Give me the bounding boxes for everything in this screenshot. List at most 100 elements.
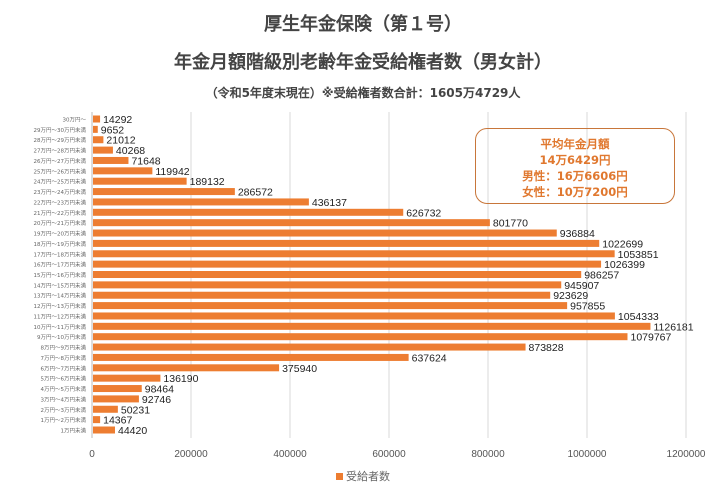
bar xyxy=(93,302,568,310)
data-label: 1054333 xyxy=(618,311,659,323)
legend: 受給者数 xyxy=(0,468,726,484)
data-label: 936884 xyxy=(560,228,595,240)
annotation-line: 平均年金月額 xyxy=(540,137,610,151)
data-label: 21012 xyxy=(106,135,135,147)
data-label: 14292 xyxy=(103,114,132,126)
bar xyxy=(93,156,129,164)
y-tick-label: 30万円～ xyxy=(63,117,87,124)
y-tick-label: 14万円～15万円未満 xyxy=(34,281,87,289)
x-tick-label: 400000 xyxy=(273,449,307,460)
data-label: 40268 xyxy=(116,145,145,157)
x-tick-label: 1200000 xyxy=(667,449,706,460)
legend-label: 受給者数 xyxy=(346,470,390,483)
data-label: 9652 xyxy=(101,124,125,136)
y-tick-label: 13万円～14万円未満 xyxy=(34,292,87,300)
x-tick-label: 200000 xyxy=(174,449,208,460)
bar xyxy=(93,177,187,185)
y-tick-label: 20万円～21万円未満 xyxy=(34,219,87,227)
x-tick-label: 0 xyxy=(89,449,95,460)
bar xyxy=(93,385,142,393)
y-tick-label: 1万円～2万円未満 xyxy=(41,416,87,424)
bar xyxy=(93,188,235,196)
y-tick-label: 8万円～9万円未満 xyxy=(41,344,87,352)
y-tick-label: 4万円～5万円未満 xyxy=(41,385,87,393)
y-tick-label: 11万円～12万円未満 xyxy=(34,312,87,320)
bar xyxy=(93,405,118,413)
y-tick-label: 24万円～25万円未満 xyxy=(34,178,87,186)
data-label: 136190 xyxy=(163,373,198,385)
data-label: 986257 xyxy=(584,270,619,282)
data-label: 50231 xyxy=(121,404,150,416)
legend-swatch xyxy=(336,473,343,480)
data-label: 801770 xyxy=(493,218,528,230)
bar xyxy=(93,281,562,289)
y-tick-label: 16万円～17万円未満 xyxy=(34,261,87,269)
y-tick-label: 28万円～29万円未満 xyxy=(34,136,87,144)
data-label: 1053851 xyxy=(618,249,659,261)
y-tick-label: 10万円～11万円未満 xyxy=(34,323,87,331)
data-label: 957855 xyxy=(570,301,605,313)
bar xyxy=(93,364,280,372)
x-tick-label: 800000 xyxy=(471,449,505,460)
data-label: 92746 xyxy=(142,394,171,406)
data-label: 1022699 xyxy=(602,238,643,250)
data-label: 1026399 xyxy=(604,259,645,271)
bar xyxy=(93,146,113,154)
y-tick-label: 25万円～26万円未満 xyxy=(34,167,87,175)
chart-subtitle-total: （令和5年度末現在）※受給権者数合計：1605万4729人 xyxy=(205,86,521,100)
data-label: 626732 xyxy=(406,207,441,219)
bar xyxy=(93,322,651,330)
bar xyxy=(93,229,557,237)
annotation-line: 14万6429円 xyxy=(539,153,611,167)
y-tick-label: 23万円～24万円未満 xyxy=(34,188,87,196)
bar xyxy=(93,271,582,278)
y-tick-label: 3万円～4万円未満 xyxy=(41,395,87,403)
bar xyxy=(93,343,526,351)
bar xyxy=(93,208,404,216)
y-tick-label: 17万円～18万円未満 xyxy=(34,250,87,258)
annotation-line: 男性：16万6606円 xyxy=(522,169,628,183)
data-label: 436137 xyxy=(312,197,347,209)
bar xyxy=(93,353,409,361)
bar xyxy=(93,426,115,434)
bar xyxy=(93,250,615,258)
y-tick-label: 6万円～7万円未満 xyxy=(41,364,87,372)
data-label: 873828 xyxy=(529,342,564,354)
bar xyxy=(93,219,490,227)
data-label: 286572 xyxy=(238,187,273,199)
y-tick-label: 26万円～27万円未満 xyxy=(34,157,87,165)
data-label: 375940 xyxy=(282,363,317,375)
bar xyxy=(93,115,101,123)
y-tick-label: 7万円～8万円未満 xyxy=(41,354,87,362)
bar xyxy=(93,167,153,175)
bar xyxy=(93,374,161,382)
y-tick-label: 29万円～30万円未満 xyxy=(34,126,87,134)
y-tick-label: 18万円～19万円未満 xyxy=(34,240,87,248)
data-label: 14367 xyxy=(103,415,132,427)
x-tick-label: 1000000 xyxy=(568,449,607,460)
data-label: 71648 xyxy=(131,155,160,167)
data-label: 945907 xyxy=(564,280,599,292)
bar xyxy=(93,239,600,247)
y-tick-label: 2万円～3万円未満 xyxy=(41,406,87,414)
bar xyxy=(93,260,602,268)
y-tick-label: 21万円～22万円未満 xyxy=(34,209,87,217)
annotation-line: 女性：10万7200円 xyxy=(522,185,628,199)
data-label: 1079767 xyxy=(630,332,671,344)
bar xyxy=(93,198,309,206)
y-tick-label: 12万円～13万円未満 xyxy=(34,302,87,310)
chart-subtitle: 年金月額階級別老齢年金受給権者数（男女計） xyxy=(174,52,552,73)
data-label: 44420 xyxy=(118,425,147,437)
data-label: 923629 xyxy=(553,290,588,302)
y-tick-label: 27万円～28万円未満 xyxy=(34,147,87,155)
x-tick-label: 600000 xyxy=(372,449,406,460)
average-annotation-box: 平均年金月額 14万6429円 男性：16万6606円 女性：10万7200円 xyxy=(475,128,675,204)
y-tick-label: 22万円～23万円未満 xyxy=(34,198,87,206)
bar xyxy=(93,333,628,341)
y-tick-label: 15万円～16万円未満 xyxy=(34,271,87,279)
y-tick-label: 9万円～10万円未満 xyxy=(37,333,86,341)
y-tick-label: 1万円未満 xyxy=(61,427,87,435)
bar xyxy=(93,312,615,320)
data-label: 119942 xyxy=(155,166,189,178)
